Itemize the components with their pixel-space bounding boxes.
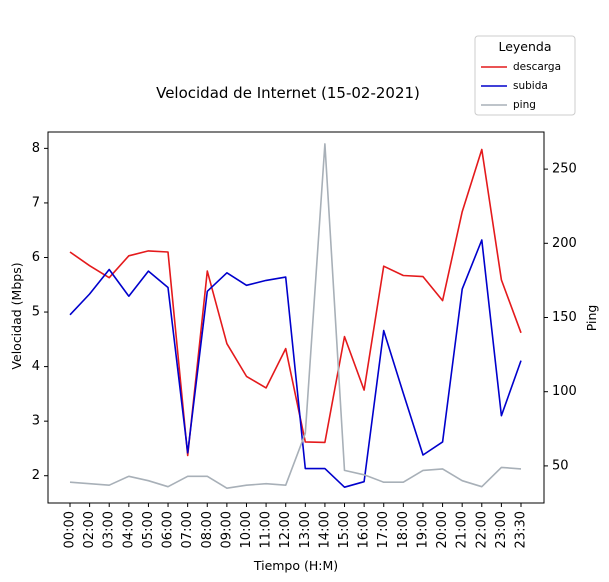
- x-tick-label: 17:00: [376, 511, 391, 548]
- chart-title: Velocidad de Internet (15-02-2021): [156, 84, 420, 102]
- y2-tick-label: 200: [552, 236, 577, 251]
- y-tick-label: 5: [32, 305, 40, 320]
- legend-label-subida: subida: [513, 80, 548, 92]
- x-tick-label: 19:00: [415, 511, 430, 548]
- y-tick-label: 3: [32, 414, 40, 429]
- series-line-descarga: [69, 148, 522, 457]
- x-tick-label: 03:00: [102, 511, 117, 548]
- x-tick-label: 08:00: [200, 511, 215, 548]
- x-tick-label: 18:00: [396, 511, 411, 548]
- y2-tick-label: 250: [552, 162, 577, 177]
- legend-title: Leyenda: [498, 39, 551, 54]
- x-tick-label: 11:00: [259, 511, 274, 548]
- x-tick-label: 23:30: [514, 511, 529, 548]
- series-group: [69, 143, 522, 490]
- y-tick-label: 6: [32, 250, 40, 265]
- y-tick-label: 4: [32, 359, 40, 374]
- legend: Leyenda descarga subida ping: [474, 35, 576, 116]
- x-tick-label: 07:00: [180, 511, 195, 548]
- x-tick-label: 04:00: [121, 511, 136, 548]
- y-axis-label: Velocidad (Mbps): [9, 262, 24, 369]
- x-tick-label: 14:00: [317, 511, 332, 548]
- x-tick-label: 22:00: [474, 511, 489, 548]
- x-tick-label: 05:00: [141, 511, 156, 548]
- tick-group: 00:00 02:00 03:00 04:00 05:00 06:00 07:00 08:00…: [32, 141, 577, 549]
- series-line-subida: [69, 239, 522, 489]
- y-tick-label: 2: [32, 468, 40, 483]
- x-tick-label: 10:00: [239, 511, 254, 548]
- legend-box: [474, 35, 576, 116]
- x-tick-label: 21:00: [455, 511, 470, 548]
- x-tick-label: 00:00: [63, 511, 78, 548]
- x-tick-label: 06:00: [161, 511, 176, 548]
- x-tick-label: 16:00: [357, 511, 372, 548]
- x-tick-label: 02:00: [82, 511, 97, 548]
- x-tick-label: 20:00: [435, 511, 450, 548]
- x-tick-label: 13:00: [298, 511, 313, 548]
- y-tick-label: 7: [32, 195, 40, 210]
- series-line-ping: [69, 143, 522, 490]
- legend-label-descarga: descarga: [513, 61, 561, 73]
- x-axis-label: Tiempo (H:M): [253, 558, 338, 573]
- legend-label-ping: ping: [513, 99, 536, 111]
- y2-tick-label: 50: [552, 458, 569, 473]
- y-tick-label: 8: [32, 141, 40, 156]
- x-tick-label: 15:00: [337, 511, 352, 548]
- y2-tick-label: 100: [552, 384, 577, 399]
- x-tick-label: 12:00: [278, 511, 293, 548]
- x-tick-label: 23:00: [494, 511, 509, 548]
- y2-tick-label: 150: [552, 310, 577, 325]
- x-tick-label: 09:00: [219, 511, 234, 548]
- plot-frame: [47, 131, 545, 504]
- y2-axis-label: Ping: [584, 305, 599, 332]
- legend-items: descarga subida ping: [481, 61, 561, 111]
